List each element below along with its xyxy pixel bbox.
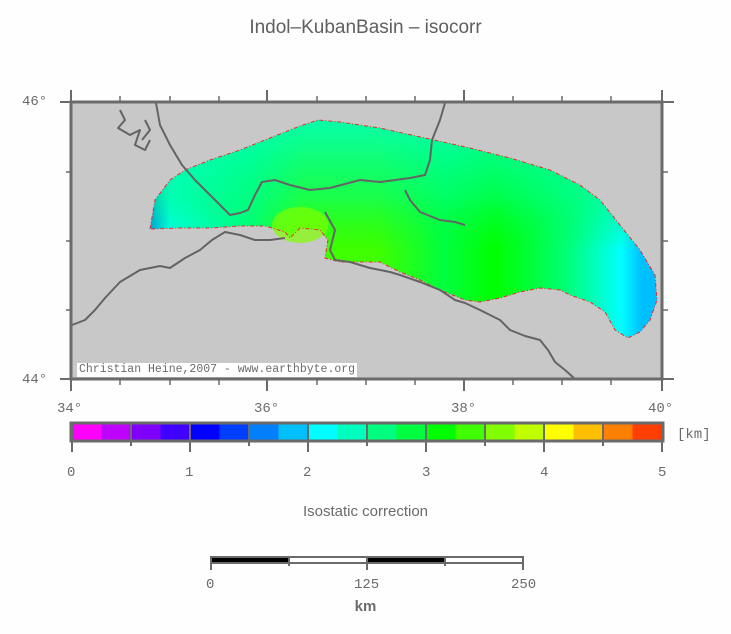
isocorr-field (149, 119, 658, 339)
colorbar-tick-1: 1 (185, 465, 194, 481)
colorbar-swatch (396, 424, 427, 440)
colorbar-tick-3: 3 (422, 465, 431, 481)
colorbar-swatch (544, 424, 574, 440)
lon-label-38: 38° (451, 401, 477, 417)
colorbar-swatch (455, 424, 486, 440)
colorbar-swatch (160, 424, 191, 440)
scale-label-250: 250 (511, 577, 537, 593)
lon-label-40: 40° (648, 401, 674, 417)
colorbar-tick-0: 0 (67, 465, 76, 481)
colorbar-tick-2: 2 (303, 465, 312, 481)
basin-outline (149, 119, 658, 339)
scale-unit: km (354, 598, 377, 615)
colorbar-swatch (190, 424, 220, 440)
colorbar-swatch (426, 424, 456, 440)
colorbar-swatch (632, 424, 663, 440)
scale-bar (210, 556, 524, 570)
colorbar (69, 421, 665, 452)
colorbar-swatch (249, 424, 279, 440)
map-frame (60, 90, 674, 391)
colorbar-swatch (219, 424, 250, 440)
credit-label: Christian Heine,2007 - www.earthbyte.org (77, 363, 358, 377)
colorbar-swatch (514, 424, 545, 440)
scale-label-125: 125 (354, 577, 380, 593)
colorbar-swatch (101, 424, 132, 440)
colorbar-swatch (308, 424, 338, 440)
colorbar-swatch (573, 424, 604, 440)
colorbar-tick-4: 4 (540, 465, 549, 481)
colorbar-swatch (485, 424, 515, 440)
colorbar-unit: [km] (677, 427, 711, 443)
lat-label-46: 46° (22, 94, 48, 110)
colorbar-swatch (603, 424, 633, 440)
scale-label-0: 0 (206, 577, 215, 593)
colorbar-tick-5: 5 (658, 465, 667, 481)
lon-label-36: 36° (254, 401, 280, 417)
colorbar-swatch (72, 424, 102, 440)
colorbar-swatch (131, 424, 161, 440)
map-title: Indol–KubanBasin – isocorr (249, 17, 482, 38)
lon-label-34: 34° (57, 401, 83, 417)
coastlines (71, 102, 576, 380)
colorbar-swatch (278, 424, 309, 440)
colorbar-swatch (337, 424, 368, 440)
lat-label-44: 44° (22, 372, 48, 388)
colorbar-title: Isostatic correction (302, 503, 429, 520)
colorbar-swatch (367, 424, 397, 440)
